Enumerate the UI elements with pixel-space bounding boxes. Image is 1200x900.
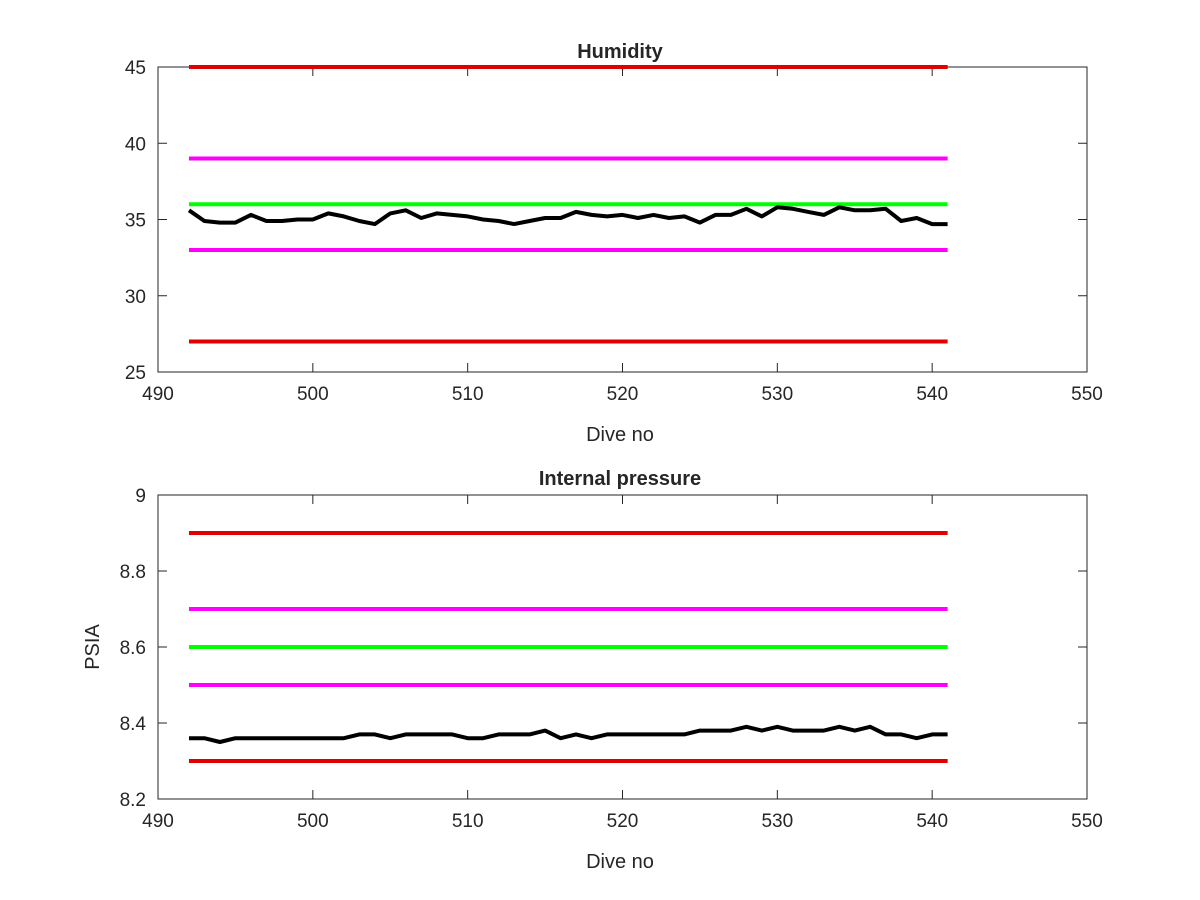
y-tick-label: 30 (125, 287, 146, 308)
y-tick-label: 8.6 (120, 638, 146, 659)
x-tick-label: 550 (1071, 384, 1103, 405)
x-tick-label: 510 (452, 384, 484, 405)
y-axis-label: PSIA (82, 624, 104, 670)
humidity-plot: Humidity Dive no 490 500 510 520 530 540 550 25… (125, 41, 1103, 446)
x-axis-label: Dive no (586, 851, 654, 873)
x-tick-label: 520 (607, 384, 639, 405)
series-line (187, 205, 948, 227)
x-tick-label: 490 (142, 384, 174, 405)
x-tick-label: 520 (607, 811, 639, 832)
plot-title: Humidity (577, 41, 663, 63)
y-tick-label: 8.2 (120, 790, 146, 811)
x-tick-label: 490 (142, 811, 174, 832)
x-tick-label: 550 (1071, 811, 1103, 832)
y-tick-label: 35 (125, 211, 146, 232)
y-tick-label: 8.4 (120, 714, 147, 735)
x-tick-label: 540 (916, 384, 948, 405)
x-axis-label: Dive no (586, 424, 654, 446)
x-tick-label: 540 (916, 811, 948, 832)
x-tick-label: 530 (761, 811, 793, 832)
y-tick-label: 45 (125, 58, 146, 79)
plot-title: Internal pressure (539, 468, 701, 490)
y-tick-label: 40 (125, 134, 146, 155)
internal-pressure-plot: Internal pressure Dive no PSIA 490 500 510… (82, 468, 1103, 873)
x-tick-label: 530 (761, 384, 793, 405)
series-line (189, 724, 948, 744)
y-tick-label: 9 (135, 486, 146, 507)
y-tick-label: 25 (125, 363, 146, 384)
x-tick-label: 500 (297, 811, 329, 832)
x-tick-label: 500 (297, 384, 329, 405)
x-tick-label: 510 (452, 811, 484, 832)
y-tick-label: 8.8 (120, 562, 146, 583)
